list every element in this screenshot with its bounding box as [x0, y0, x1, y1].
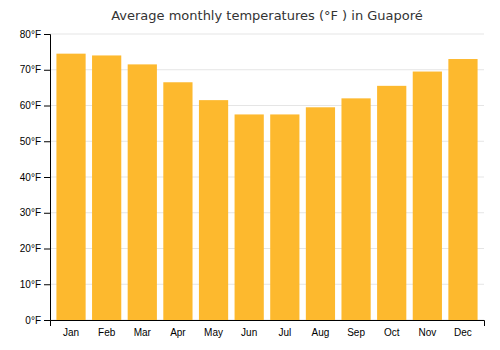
y-tick: 60°F — [20, 100, 50, 111]
y-tick-label: 70°F — [20, 64, 41, 75]
x-tick-label: Jan — [63, 327, 79, 338]
y-tick-label: 20°F — [20, 243, 41, 254]
x-tick-label: May — [204, 327, 223, 338]
x-tick-label: Aug — [312, 327, 330, 338]
x-tick: Feb — [98, 327, 116, 338]
plot: 0°F 10°F 20°F 30°F 40°F 50°F 60°F 70°F 80°F Jan Fe… — [20, 29, 485, 338]
x-axis: Jan Feb Mar Apr May Jun Jul Aug Sep Oct Nov Dec — [51, 321, 485, 339]
x-tick: Nov — [418, 327, 436, 338]
bars — [56, 54, 477, 320]
y-tick-label: 40°F — [20, 172, 41, 183]
grid-line — [50, 34, 484, 35]
y-tick-mark — [44, 34, 50, 35]
bar — [128, 64, 157, 320]
bar — [163, 82, 192, 320]
x-tick: Jul — [278, 327, 291, 338]
bar — [413, 72, 442, 320]
x-tick-label: Apr — [170, 327, 186, 338]
grid — [50, 34, 484, 320]
x-tick-label: Dec — [454, 327, 472, 338]
y-tick-label: 10°F — [20, 279, 41, 290]
x-tick-label: Nov — [418, 327, 436, 338]
x-tick: Sep — [347, 327, 365, 338]
bar — [448, 59, 477, 320]
title: Average monthly temperatures (°F ) in Gu… — [111, 8, 423, 23]
x-tick: Aug — [312, 327, 330, 338]
y-tick-mark — [44, 70, 50, 71]
x-tick: May — [204, 327, 223, 338]
y-tick-label: 80°F — [20, 29, 41, 40]
y-tick-label: 60°F — [20, 100, 41, 111]
y-tick: 10°F — [20, 279, 50, 290]
x-tick: Dec — [454, 327, 472, 338]
y-tick-label: 50°F — [20, 136, 41, 147]
y-tick: 20°F — [20, 243, 50, 254]
bar — [92, 55, 121, 320]
chart-svg: 0°F 10°F 20°F 30°F 40°F 50°F 60°F 70°F 80°F Jan Fe… — [0, 0, 500, 350]
y-tick: 70°F — [20, 64, 50, 75]
y-tick: 0°F — [25, 315, 50, 326]
y-tick-mark — [44, 320, 50, 321]
x-tick-label: Oct — [384, 327, 400, 338]
chart-container: 0°F 10°F 20°F 30°F 40°F 50°F 60°F 70°F 80°F Jan Fe… — [0, 0, 500, 350]
bar — [341, 98, 370, 320]
y-axis: 0°F 10°F 20°F 30°F 40°F 50°F 60°F 70°F 80°F — [20, 29, 51, 326]
x-tick-label: Feb — [98, 327, 116, 338]
x-tick: Apr — [170, 327, 186, 338]
y-tick-mark — [44, 106, 50, 107]
x-tick: Jun — [241, 327, 257, 338]
y-tick-label: 30°F — [20, 207, 41, 218]
bar — [56, 54, 85, 320]
y-tick: 40°F — [20, 172, 50, 183]
x-tick-label: Sep — [347, 327, 365, 338]
axis-line — [51, 321, 485, 327]
x-tick: Jan — [63, 327, 79, 338]
x-tick: Oct — [384, 327, 400, 338]
bar — [377, 86, 406, 320]
y-tick-mark — [44, 213, 50, 214]
bar — [270, 114, 299, 320]
y-tick: 80°F — [20, 29, 50, 40]
axis-line — [44, 35, 51, 321]
x-tick-label: Jun — [241, 327, 257, 338]
y-tick-mark — [44, 141, 50, 142]
bar — [306, 107, 335, 320]
y-tick-label: 0°F — [25, 315, 41, 326]
x-tick-label: Mar — [134, 327, 152, 338]
y-tick: 30°F — [20, 207, 50, 218]
bar — [199, 100, 228, 320]
bar — [235, 114, 264, 320]
y-tick-mark — [44, 284, 50, 285]
x-tick-label: Jul — [278, 327, 291, 338]
x-tick: Mar — [134, 327, 152, 338]
y-tick-mark — [44, 177, 50, 178]
y-tick: 50°F — [20, 136, 50, 147]
y-tick-mark — [44, 249, 50, 250]
